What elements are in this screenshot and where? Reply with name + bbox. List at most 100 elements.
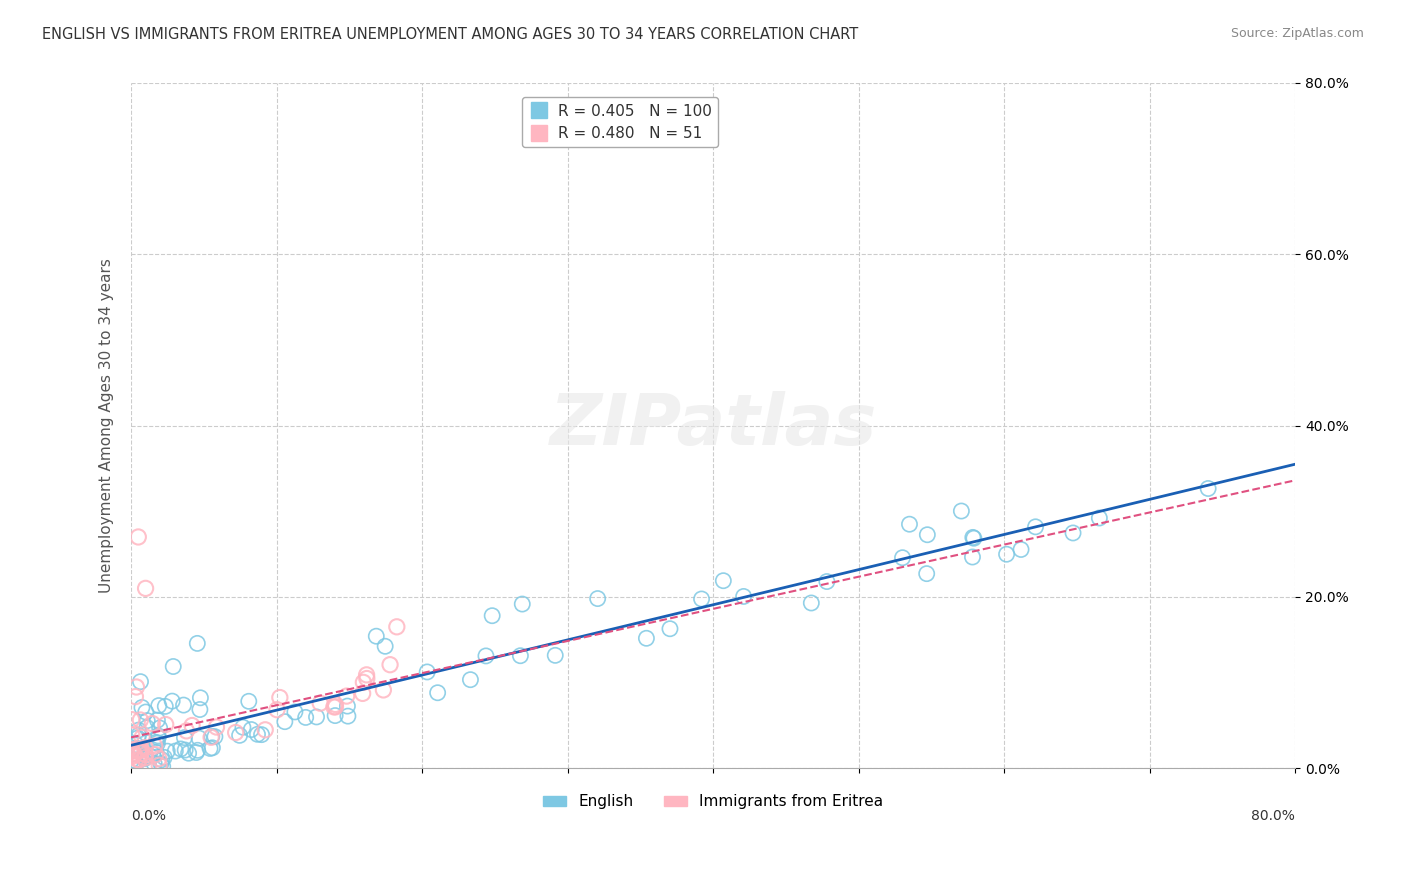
Point bbox=[129, 744, 152, 758]
Point bbox=[146, 736, 169, 750]
Point bbox=[129, 713, 152, 727]
Point bbox=[475, 648, 498, 663]
Point bbox=[309, 696, 332, 710]
Point bbox=[950, 504, 973, 518]
Point bbox=[322, 699, 344, 714]
Point bbox=[177, 746, 200, 760]
Point bbox=[125, 756, 148, 770]
Point bbox=[815, 574, 838, 589]
Point bbox=[190, 690, 212, 705]
Point bbox=[481, 608, 503, 623]
Text: 80.0%: 80.0% bbox=[1251, 809, 1295, 823]
Point bbox=[149, 756, 172, 771]
Point bbox=[274, 714, 297, 729]
Point bbox=[336, 709, 359, 723]
Point bbox=[356, 672, 378, 686]
Point bbox=[366, 629, 388, 643]
Point bbox=[135, 582, 157, 596]
Point bbox=[173, 731, 195, 745]
Point bbox=[200, 731, 222, 745]
Y-axis label: Unemployment Among Ages 30 to 34 years: Unemployment Among Ages 30 to 34 years bbox=[100, 258, 114, 593]
Point bbox=[156, 744, 179, 758]
Point bbox=[1197, 482, 1219, 496]
Point bbox=[378, 657, 401, 672]
Point bbox=[150, 753, 173, 767]
Point bbox=[127, 753, 149, 767]
Point bbox=[1062, 525, 1084, 540]
Point bbox=[124, 754, 146, 768]
Legend: English, Immigrants from Eritrea: English, Immigrants from Eritrea bbox=[537, 789, 889, 815]
Point bbox=[181, 718, 204, 732]
Point bbox=[145, 746, 167, 760]
Point bbox=[160, 694, 183, 708]
Point bbox=[155, 699, 177, 714]
Point bbox=[659, 622, 682, 636]
Point bbox=[135, 721, 157, 735]
Point bbox=[174, 743, 197, 757]
Point bbox=[134, 751, 156, 765]
Point bbox=[374, 640, 396, 654]
Point bbox=[131, 731, 153, 745]
Point bbox=[266, 703, 288, 717]
Point bbox=[460, 673, 482, 687]
Point bbox=[294, 710, 316, 724]
Point bbox=[146, 713, 169, 727]
Point bbox=[690, 592, 713, 607]
Point bbox=[152, 759, 174, 773]
Point bbox=[201, 740, 224, 755]
Point bbox=[898, 517, 921, 532]
Point bbox=[240, 723, 263, 737]
Point bbox=[122, 743, 145, 757]
Point bbox=[145, 747, 167, 762]
Point bbox=[135, 749, 157, 764]
Point bbox=[128, 728, 150, 742]
Point bbox=[122, 747, 145, 762]
Point bbox=[198, 741, 221, 756]
Point bbox=[165, 744, 187, 758]
Point bbox=[141, 716, 163, 731]
Point bbox=[995, 547, 1018, 561]
Point bbox=[129, 742, 152, 756]
Point bbox=[125, 738, 148, 752]
Point bbox=[250, 728, 273, 742]
Point bbox=[127, 723, 149, 738]
Point bbox=[131, 700, 153, 714]
Point bbox=[143, 756, 166, 771]
Point bbox=[145, 735, 167, 749]
Point bbox=[136, 714, 159, 728]
Point bbox=[176, 723, 198, 738]
Point bbox=[325, 698, 347, 712]
Point bbox=[385, 620, 408, 634]
Point bbox=[121, 713, 143, 727]
Point bbox=[373, 682, 395, 697]
Point bbox=[228, 728, 250, 742]
Point bbox=[120, 743, 142, 757]
Point bbox=[891, 550, 914, 565]
Point bbox=[124, 742, 146, 756]
Point bbox=[188, 702, 211, 716]
Point bbox=[127, 743, 149, 757]
Point bbox=[1025, 520, 1047, 534]
Point bbox=[225, 725, 247, 739]
Point bbox=[135, 747, 157, 762]
Point bbox=[323, 708, 346, 723]
Point bbox=[125, 680, 148, 694]
Point bbox=[586, 591, 609, 606]
Point bbox=[125, 741, 148, 756]
Point bbox=[148, 758, 170, 772]
Point bbox=[254, 723, 277, 737]
Point bbox=[135, 705, 157, 719]
Point bbox=[246, 727, 269, 741]
Point bbox=[238, 694, 260, 708]
Point bbox=[962, 549, 984, 564]
Point bbox=[1010, 542, 1032, 557]
Text: ZIPatlas: ZIPatlas bbox=[550, 391, 877, 460]
Point bbox=[173, 698, 195, 712]
Point bbox=[336, 689, 359, 703]
Point bbox=[128, 753, 150, 767]
Point bbox=[711, 574, 734, 588]
Text: ENGLISH VS IMMIGRANTS FROM ERITREA UNEMPLOYMENT AMONG AGES 30 TO 34 YEARS CORREL: ENGLISH VS IMMIGRANTS FROM ERITREA UNEMP… bbox=[42, 27, 859, 42]
Point bbox=[148, 731, 170, 745]
Point bbox=[204, 730, 226, 744]
Point bbox=[917, 527, 939, 541]
